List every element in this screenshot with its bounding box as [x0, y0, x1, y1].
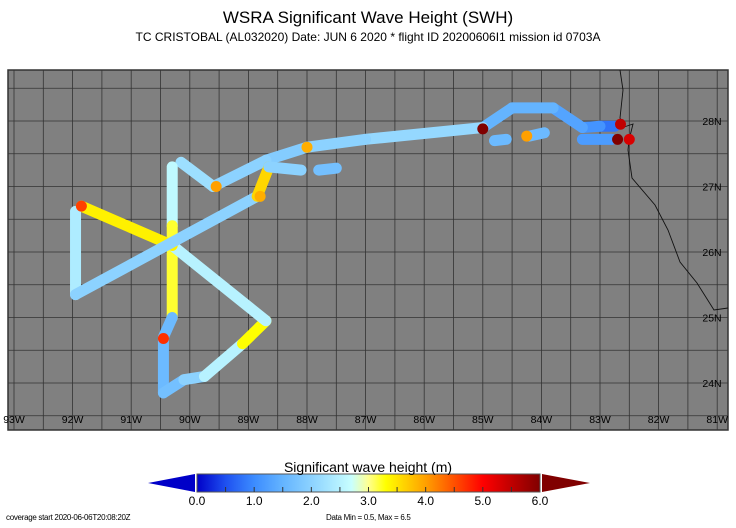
colorbar-tick-label: 5.0 [474, 494, 491, 508]
colorbar-tick-label: 0.0 [189, 494, 206, 508]
colorbar-over-arrow [542, 474, 590, 492]
track-segment [166, 239, 272, 327]
track-point [612, 133, 624, 145]
lon-tick-label: 89W [238, 414, 260, 426]
colorbar-tick-label: 2.0 [303, 494, 320, 508]
track-point [157, 332, 169, 344]
coverage-start-text: coverage start 2020-06-06T20:08:20Z [6, 513, 131, 522]
track-point [210, 181, 222, 192]
track-segment [198, 338, 249, 382]
track-segment [477, 102, 518, 134]
track-segment [263, 161, 307, 176]
lat-tick-label: 27N [702, 182, 721, 194]
track-segment [313, 162, 342, 176]
track-segment [70, 190, 263, 301]
lat-tick-label: 25N [702, 313, 721, 325]
track-segment [360, 122, 489, 145]
chart-title: WSRA Significant Wave Height (SWH) [222, 8, 514, 27]
data-range-text: Data Min = 0.5, Max = 6.5 [326, 513, 411, 522]
track-point [615, 118, 627, 130]
track-point [477, 123, 489, 135]
track-point [75, 200, 87, 212]
lat-tick-label: 28N [702, 116, 721, 128]
track-segment [207, 154, 272, 192]
colorbar-label: Significant wave height (m) [283, 459, 453, 475]
lon-tick-label: 81W [706, 414, 728, 426]
track-point [254, 190, 266, 202]
lon-tick-label: 91W [120, 414, 142, 426]
track-point [301, 141, 313, 153]
track-segment [489, 133, 512, 147]
lat-tick-label: 26N [702, 247, 721, 259]
lon-tick-label: 87W [355, 414, 377, 426]
track-segment [260, 141, 313, 166]
track-point [521, 130, 533, 142]
track-segment [175, 156, 219, 192]
lon-tick-label: 85W [472, 414, 494, 426]
colorbar-tick-label: 1.0 [246, 494, 263, 508]
lon-tick-label: 84W [531, 414, 553, 426]
track-segment [301, 133, 372, 153]
track-point [623, 133, 635, 145]
track-segment [547, 102, 588, 134]
colorbar-tick-label: 3.0 [360, 494, 377, 508]
lon-tick-label: 92W [62, 414, 84, 426]
track-segment [75, 200, 178, 251]
colorbar-tick-label: 6.0 [532, 494, 549, 508]
lon-tick-label: 90W [179, 414, 201, 426]
lon-tick-label: 83W [589, 414, 611, 426]
lon-tick-label: 86W [413, 414, 435, 426]
colorbar-tick-label: 4.0 [417, 494, 434, 508]
lon-tick-label: 93W [3, 414, 25, 426]
chart-subtitle: TC CRISTOBAL (AL032020) Date: JUN 6 2020… [135, 30, 601, 44]
lon-tick-label: 82W [648, 414, 670, 426]
lat-tick-label: 24N [702, 378, 721, 390]
colorbar-under-arrow [148, 474, 195, 492]
lon-tick-label: 88W [296, 414, 318, 426]
